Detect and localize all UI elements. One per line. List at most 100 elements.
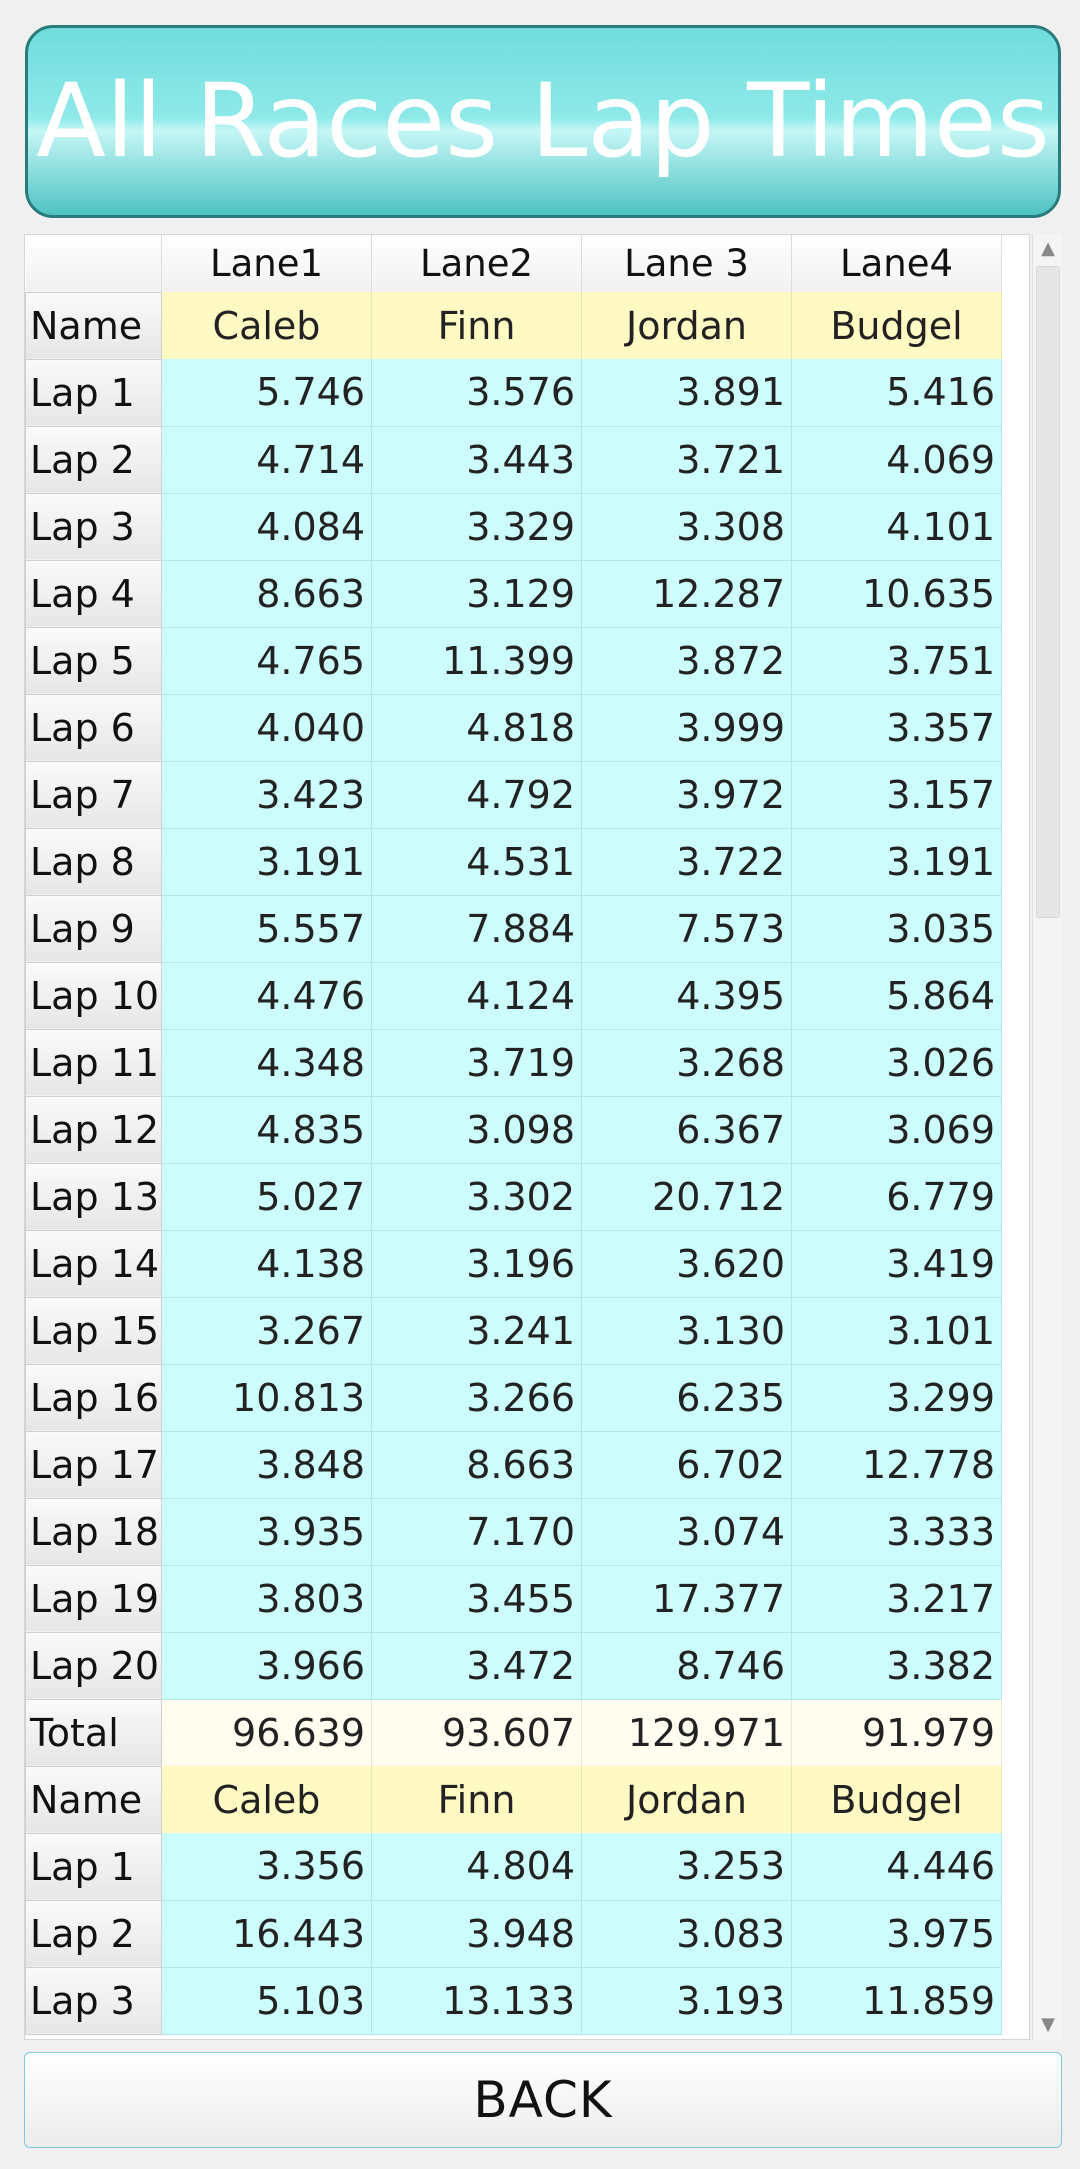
lap-time-cell[interactable]: 4.124 <box>371 962 582 1030</box>
lap-time-cell[interactable]: 3.217 <box>791 1565 1002 1633</box>
lap-time-cell[interactable]: 3.074 <box>581 1498 792 1566</box>
lap-time-cell[interactable]: 4.818 <box>371 694 582 762</box>
lap-time-cell[interactable]: 3.935 <box>161 1498 372 1566</box>
lap-time-cell[interactable]: 4.792 <box>371 761 582 829</box>
racer-name-cell[interactable]: Caleb <box>161 1766 372 1833</box>
lap-time-cell[interactable]: 16.443 <box>161 1900 372 1968</box>
lap-time-cell[interactable]: 20.712 <box>581 1163 792 1231</box>
lap-time-cell[interactable]: 3.101 <box>791 1297 1002 1365</box>
lap-time-cell[interactable]: 4.348 <box>161 1029 372 1097</box>
lap-time-cell[interactable]: 3.157 <box>791 761 1002 829</box>
lap-time-cell[interactable]: 6.367 <box>581 1096 792 1164</box>
lap-time-cell[interactable]: 3.308 <box>581 493 792 561</box>
lap-time-cell[interactable]: 3.722 <box>581 828 792 896</box>
lap-time-cell[interactable]: 5.746 <box>161 359 372 427</box>
lap-time-cell[interactable]: 12.287 <box>581 560 792 628</box>
lap-time-cell[interactable]: 3.472 <box>371 1632 582 1700</box>
lap-time-cell[interactable]: 3.423 <box>161 761 372 829</box>
scroll-down-arrow-icon[interactable]: ▼ <box>1041 2014 1055 2035</box>
lap-time-cell[interactable]: 7.573 <box>581 895 792 963</box>
lap-time-cell[interactable]: 3.069 <box>791 1096 1002 1164</box>
lap-time-cell[interactable]: 3.357 <box>791 694 1002 762</box>
lap-time-cell[interactable]: 3.299 <box>791 1364 1002 1432</box>
lap-time-cell[interactable]: 3.382 <box>791 1632 1002 1700</box>
lap-time-cell[interactable]: 4.476 <box>161 962 372 1030</box>
column-header-lane1[interactable]: Lane1 <box>161 235 372 292</box>
lap-time-cell[interactable]: 3.196 <box>371 1230 582 1298</box>
racer-name-cell[interactable]: Budgel <box>791 1766 1002 1833</box>
racer-name-cell[interactable]: Caleb <box>161 292 372 359</box>
lap-time-cell[interactable]: 4.765 <box>161 627 372 695</box>
lap-time-cell[interactable]: 5.103 <box>161 1967 372 2035</box>
scroll-thumb[interactable] <box>1036 266 1060 918</box>
lap-time-cell[interactable]: 3.576 <box>371 359 582 427</box>
lap-time-cell[interactable]: 6.779 <box>791 1163 1002 1231</box>
lap-time-cell[interactable]: 3.719 <box>371 1029 582 1097</box>
lap-time-cell[interactable]: 4.395 <box>581 962 792 1030</box>
total-time-cell[interactable]: 91.979 <box>791 1699 1002 1766</box>
lap-time-cell[interactable]: 4.084 <box>161 493 372 561</box>
lap-time-cell[interactable]: 3.443 <box>371 426 582 494</box>
lap-time-cell[interactable]: 3.966 <box>161 1632 372 1700</box>
lap-time-cell[interactable]: 3.356 <box>161 1833 372 1901</box>
lap-time-cell[interactable]: 4.446 <box>791 1833 1002 1901</box>
vertical-scrollbar[interactable]: ▲ ▼ <box>1032 234 1062 2040</box>
lap-time-cell[interactable]: 4.138 <box>161 1230 372 1298</box>
lap-time-cell[interactable]: 7.170 <box>371 1498 582 1566</box>
lap-time-cell[interactable]: 3.721 <box>581 426 792 494</box>
lap-time-cell[interactable]: 4.040 <box>161 694 372 762</box>
lap-time-cell[interactable]: 5.416 <box>791 359 1002 427</box>
lap-time-cell[interactable]: 13.133 <box>371 1967 582 2035</box>
racer-name-cell[interactable]: Budgel <box>791 292 1002 359</box>
lap-time-cell[interactable]: 4.835 <box>161 1096 372 1164</box>
lap-time-cell[interactable]: 3.129 <box>371 560 582 628</box>
lap-time-cell[interactable]: 4.714 <box>161 426 372 494</box>
lap-time-cell[interactable]: 5.027 <box>161 1163 372 1231</box>
total-time-cell[interactable]: 96.639 <box>161 1699 372 1766</box>
lap-time-cell[interactable]: 3.241 <box>371 1297 582 1365</box>
lap-time-cell[interactable]: 3.026 <box>791 1029 1002 1097</box>
lap-time-cell[interactable]: 3.999 <box>581 694 792 762</box>
lap-time-cell[interactable]: 3.848 <box>161 1431 372 1499</box>
lap-time-cell[interactable]: 3.333 <box>791 1498 1002 1566</box>
lap-time-cell[interactable]: 4.069 <box>791 426 1002 494</box>
lap-time-cell[interactable]: 5.864 <box>791 962 1002 1030</box>
lap-time-cell[interactable]: 3.975 <box>791 1900 1002 1968</box>
lap-time-cell[interactable]: 3.751 <box>791 627 1002 695</box>
lap-time-cell[interactable]: 10.813 <box>161 1364 372 1432</box>
lap-time-cell[interactable]: 3.083 <box>581 1900 792 1968</box>
lap-time-cell[interactable]: 11.399 <box>371 627 582 695</box>
lap-time-cell[interactable]: 4.804 <box>371 1833 582 1901</box>
racer-name-cell[interactable]: Finn <box>371 292 582 359</box>
lap-time-cell[interactable]: 3.098 <box>371 1096 582 1164</box>
lap-time-cell[interactable]: 10.635 <box>791 560 1002 628</box>
lap-time-cell[interactable]: 12.778 <box>791 1431 1002 1499</box>
lap-time-cell[interactable]: 3.419 <box>791 1230 1002 1298</box>
lap-time-cell[interactable]: 3.302 <box>371 1163 582 1231</box>
lap-time-cell[interactable]: 4.531 <box>371 828 582 896</box>
racer-name-cell[interactable]: Jordan <box>581 1766 792 1833</box>
lap-time-cell[interactable]: 3.193 <box>581 1967 792 2035</box>
lap-time-cell[interactable]: 4.101 <box>791 493 1002 561</box>
lap-time-cell[interactable]: 3.266 <box>371 1364 582 1432</box>
total-time-cell[interactable]: 93.607 <box>371 1699 582 1766</box>
lap-time-cell[interactable]: 3.035 <box>791 895 1002 963</box>
lap-time-cell[interactable]: 3.872 <box>581 627 792 695</box>
lap-time-cell[interactable]: 3.455 <box>371 1565 582 1633</box>
lap-times-grid[interactable]: Lane1 Lane2 Lane 3 Lane4 Name Caleb Finn Jo… <box>24 234 1030 2040</box>
lap-time-cell[interactable]: 7.884 <box>371 895 582 963</box>
column-header-lane3[interactable]: Lane 3 <box>581 235 792 292</box>
lap-time-cell[interactable]: 8.746 <box>581 1632 792 1700</box>
lap-time-cell[interactable]: 3.620 <box>581 1230 792 1298</box>
lap-time-cell[interactable]: 3.268 <box>581 1029 792 1097</box>
lap-time-cell[interactable]: 3.130 <box>581 1297 792 1365</box>
lap-time-cell[interactable]: 17.377 <box>581 1565 792 1633</box>
lap-time-cell[interactable]: 11.859 <box>791 1967 1002 2035</box>
scroll-up-arrow-icon[interactable]: ▲ <box>1041 238 1055 259</box>
lap-time-cell[interactable]: 3.803 <box>161 1565 372 1633</box>
total-time-cell[interactable]: 129.971 <box>581 1699 792 1766</box>
column-header-lane2[interactable]: Lane2 <box>371 235 582 292</box>
lap-time-cell[interactable]: 5.557 <box>161 895 372 963</box>
lap-time-cell[interactable]: 3.267 <box>161 1297 372 1365</box>
lap-time-cell[interactable]: 3.191 <box>791 828 1002 896</box>
